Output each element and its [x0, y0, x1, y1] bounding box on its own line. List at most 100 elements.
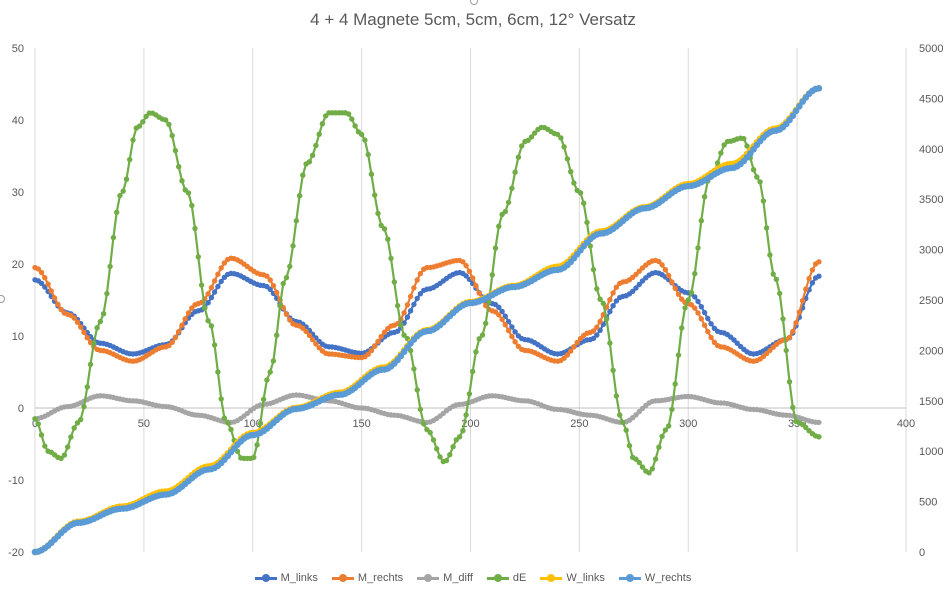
data-point [32, 416, 38, 422]
data-point [672, 381, 678, 387]
legend-label: W_links [566, 572, 605, 584]
data-point [352, 123, 358, 129]
y-right-tick-label: 3500 [919, 194, 943, 206]
data-point [94, 325, 100, 331]
data-point [306, 332, 313, 338]
y-right-tick-label: 2500 [919, 295, 943, 307]
series-line [34, 111, 820, 475]
data-point [649, 466, 655, 472]
data-point [463, 262, 469, 269]
data-point [414, 277, 420, 283]
data-point [372, 192, 378, 198]
data-point [81, 403, 87, 410]
resize-handle-top[interactable] [470, 0, 478, 5]
data-point [215, 283, 221, 290]
data-point [708, 321, 714, 327]
data-point [476, 336, 482, 342]
data-point [251, 454, 257, 461]
data-point [300, 172, 306, 178]
data-point [718, 150, 724, 156]
data-point [169, 339, 175, 345]
data-point [127, 156, 133, 163]
data-point [437, 454, 443, 460]
data-point [470, 368, 476, 375]
data-point [270, 358, 277, 364]
data-point [205, 300, 211, 306]
data-point [701, 194, 708, 200]
data-point [375, 338, 381, 345]
x-tick-label: 150 [352, 418, 370, 430]
data-point [313, 142, 319, 149]
data-point [685, 297, 691, 303]
data-point [211, 278, 218, 284]
legend-item: M_diff [417, 572, 473, 584]
data-point [701, 309, 708, 316]
data-point [414, 295, 420, 302]
data-point [633, 456, 639, 462]
data-point [594, 324, 600, 330]
data-point [293, 218, 299, 224]
data-point [166, 121, 172, 128]
data-point [417, 291, 424, 297]
data-point [169, 132, 175, 139]
data-point [414, 387, 420, 393]
data-point [394, 302, 401, 309]
data-point [218, 265, 224, 271]
series-layer [31, 85, 823, 556]
data-point [140, 119, 146, 125]
data-point [358, 131, 365, 138]
data-point [434, 446, 440, 452]
data-point [669, 279, 675, 285]
data-point [381, 329, 388, 335]
data-point [626, 443, 633, 449]
data-point [793, 320, 799, 326]
data-point [427, 429, 433, 436]
data-point [267, 277, 273, 283]
data-point [143, 113, 149, 120]
data-point [123, 176, 130, 182]
data-point [385, 236, 391, 242]
resize-handle-left[interactable] [0, 295, 5, 303]
data-point [456, 434, 463, 440]
data-point [692, 270, 698, 277]
data-point [365, 151, 371, 158]
data-point [473, 282, 479, 289]
data-point [525, 137, 531, 143]
data-point [407, 293, 414, 300]
data-point [264, 377, 270, 383]
data-point [78, 324, 84, 330]
data-point [590, 328, 597, 334]
data-point [652, 456, 659, 462]
data-point [107, 263, 113, 270]
data-point [287, 263, 293, 270]
legend-item: M_links [254, 572, 318, 584]
data-point [401, 310, 407, 316]
data-point [639, 464, 646, 470]
data-point [502, 322, 508, 328]
data-point [260, 396, 267, 402]
data-point [669, 406, 675, 413]
data-point [198, 282, 205, 288]
data-point [375, 210, 381, 217]
y-right-tick-label: 4500 [919, 93, 943, 105]
legend-swatch [486, 573, 509, 583]
data-point [417, 406, 424, 413]
data-point [816, 259, 822, 265]
data-point [421, 421, 427, 427]
data-point [489, 272, 495, 278]
data-point [594, 332, 600, 338]
data-point [767, 252, 773, 258]
data-point [636, 459, 642, 466]
data-point [564, 352, 571, 358]
y-left-tick-label: -20 [8, 547, 24, 559]
data-point [741, 135, 747, 142]
data-point [264, 273, 270, 279]
data-point [786, 379, 793, 385]
data-point [71, 315, 77, 321]
data-point [221, 260, 228, 266]
data-point [809, 280, 816, 286]
data-point [100, 311, 107, 317]
data-point [705, 315, 711, 322]
legend-swatch [618, 573, 641, 583]
data-point [695, 298, 701, 305]
